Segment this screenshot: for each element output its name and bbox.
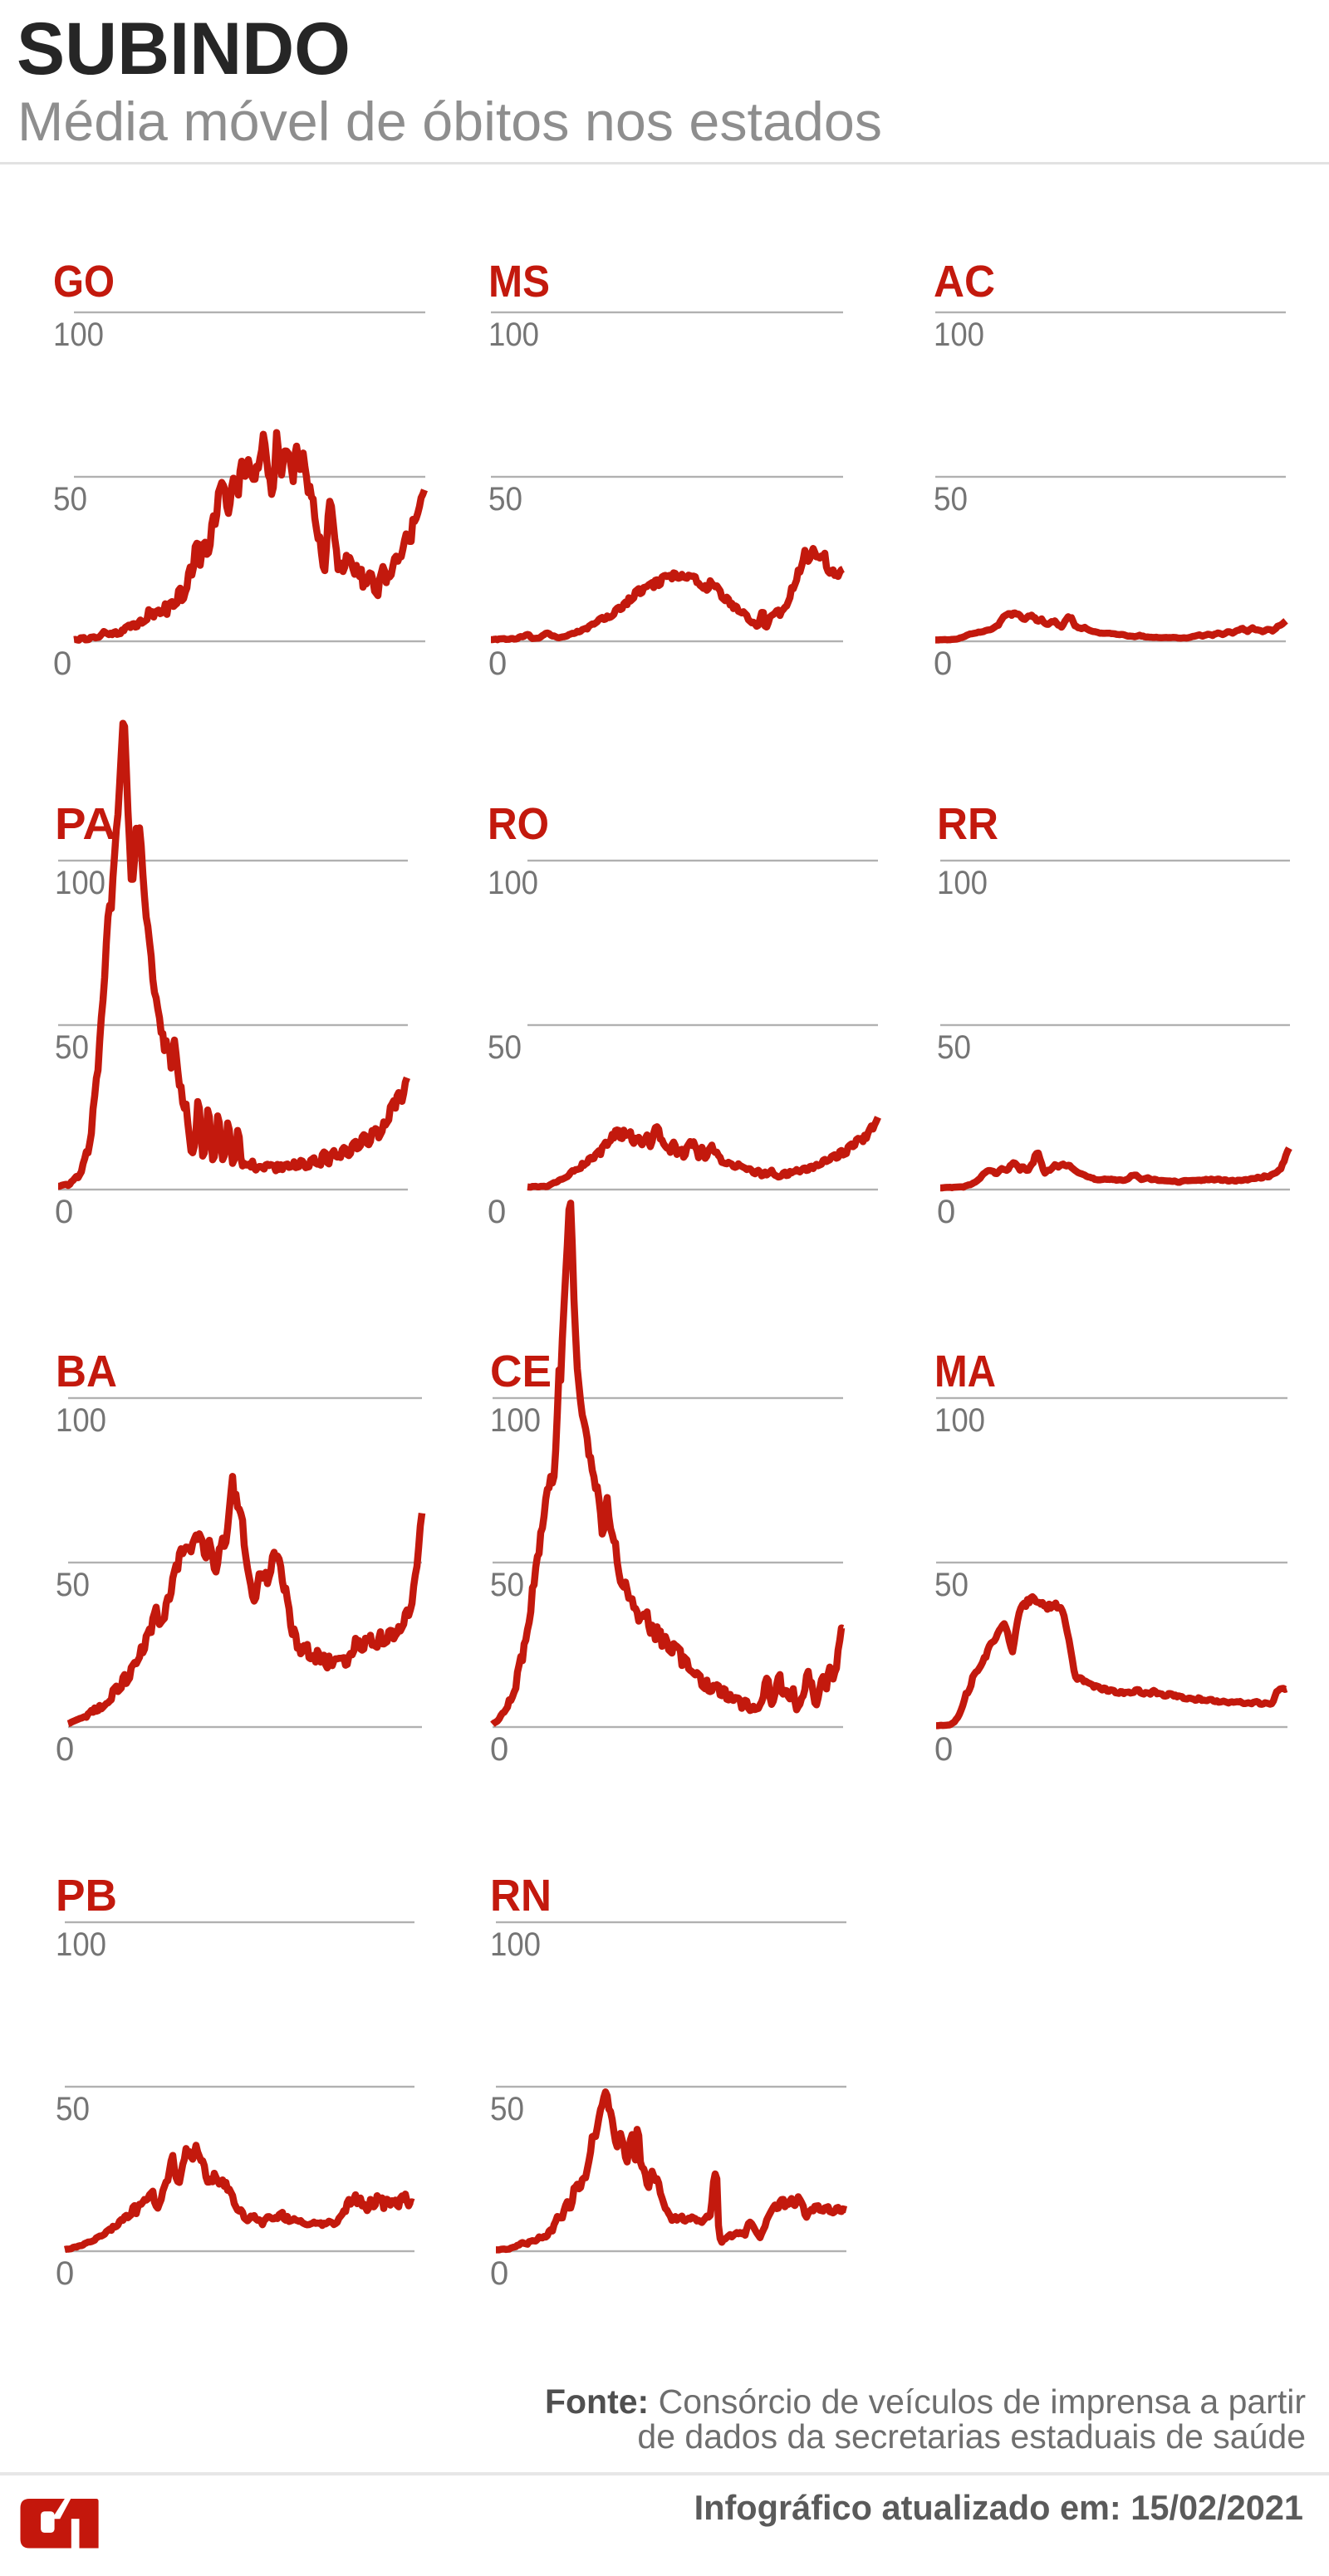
svg-text:0: 0 <box>55 1194 73 1230</box>
svg-text:50: 50 <box>490 2091 524 2127</box>
svg-text:0: 0 <box>937 1194 955 1230</box>
svg-text:0: 0 <box>934 645 952 682</box>
svg-text:50: 50 <box>488 481 522 518</box>
svg-text:MS: MS <box>488 257 550 307</box>
svg-text:50: 50 <box>488 1029 522 1066</box>
svg-text:0: 0 <box>56 2255 74 2292</box>
svg-text:50: 50 <box>55 1029 89 1066</box>
svg-text:Infográfico atualizado em: 15/: Infográfico atualizado em: 15/02/2021 <box>694 2488 1303 2527</box>
svg-text:100: 100 <box>56 1926 106 1963</box>
svg-text:100: 100 <box>488 316 539 353</box>
svg-text:100: 100 <box>55 865 105 901</box>
svg-text:50: 50 <box>490 1567 524 1603</box>
svg-text:100: 100 <box>488 865 538 901</box>
svg-text:50: 50 <box>56 1567 90 1603</box>
svg-text:0: 0 <box>490 2255 508 2292</box>
svg-text:AC: AC <box>934 257 995 307</box>
svg-text:100: 100 <box>53 316 104 353</box>
svg-text:100: 100 <box>937 865 988 901</box>
svg-text:100: 100 <box>490 1926 541 1963</box>
svg-text:50: 50 <box>937 1029 971 1066</box>
svg-text:100: 100 <box>56 1402 106 1439</box>
svg-text:GO: GO <box>53 257 115 307</box>
svg-text:50: 50 <box>934 481 968 518</box>
svg-text:BA: BA <box>56 1347 117 1396</box>
svg-text:MA: MA <box>934 1347 996 1396</box>
svg-text:0: 0 <box>56 1731 74 1768</box>
svg-text:50: 50 <box>934 1567 969 1603</box>
svg-text:50: 50 <box>56 2091 90 2127</box>
svg-text:PB: PB <box>56 1871 117 1921</box>
svg-text:RO: RO <box>488 799 549 849</box>
svg-text:0: 0 <box>488 1194 506 1230</box>
svg-text:SUBINDO: SUBINDO <box>17 7 351 90</box>
svg-text:de dados da secretarias estadu: de dados da secretarias estaduais de saú… <box>637 2417 1306 2456</box>
svg-text:RR: RR <box>937 799 998 849</box>
svg-text:100: 100 <box>490 1402 541 1439</box>
svg-text:RN: RN <box>490 1871 552 1921</box>
svg-text:50: 50 <box>53 481 87 518</box>
svg-text:100: 100 <box>934 1402 985 1439</box>
svg-text:100: 100 <box>934 316 984 353</box>
svg-text:PA: PA <box>55 799 116 849</box>
svg-text:0: 0 <box>490 1731 508 1768</box>
svg-text:CE: CE <box>490 1347 552 1396</box>
svg-text:0: 0 <box>53 645 71 682</box>
svg-text:Média móvel de óbitos nos esta: Média móvel de óbitos nos estados <box>17 91 882 152</box>
svg-text:0: 0 <box>488 645 507 682</box>
svg-text:0: 0 <box>934 1731 953 1768</box>
svg-text:Fonte: Consórcio de veículos d: Fonte: Consórcio de veículos de imprensa… <box>545 2382 1306 2421</box>
